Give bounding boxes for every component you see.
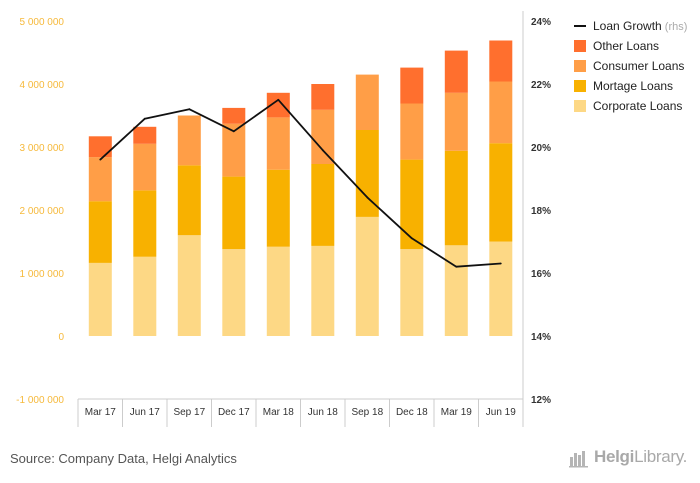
bar-other-loans-7: [400, 67, 424, 104]
legend-label-mortage-loans: Mortage Loans: [593, 79, 673, 93]
y-tick-label: 3 000 000: [20, 143, 65, 154]
library-logo-icon: [569, 451, 588, 468]
bar-corporate-loans-8: [444, 245, 468, 336]
y2-tick-label: 20%: [531, 143, 551, 154]
y2-tick-label: 14%: [531, 332, 551, 343]
y-tick-label: 4 000 000: [20, 80, 65, 91]
bar-corporate-loans-5: [311, 245, 335, 336]
bar-mortage-loans-7: [400, 159, 424, 250]
loan-growth-point-8: [455, 265, 458, 268]
legend-label-other-loans: Other Loans: [593, 39, 659, 53]
bar-mortage-loans-3: [222, 176, 246, 250]
bar-corporate-loans-0: [88, 262, 112, 336]
legend-swatch-consumer-loans: [574, 60, 586, 72]
loan-growth-point-5: [321, 149, 324, 152]
bar-mortage-loans-9: [489, 143, 513, 242]
logo-text-secondary: Library.: [634, 447, 688, 466]
loan-growth-point-4: [277, 98, 280, 101]
bar-mortage-loans-2: [177, 165, 201, 236]
loan-structure-chart: 5 000 000 4 000 000 3 000 000 2 000 000 1 00…: [16, 11, 687, 427]
y2-tick-label: 22%: [531, 80, 551, 91]
bar-mortage-loans-1: [133, 190, 157, 257]
bar-other-loans-1: [133, 126, 157, 144]
bar-mortage-loans-8: [444, 150, 468, 246]
bar-mortage-loans-0: [88, 201, 112, 263]
legend: Loan Growth (rhs) Other Loans Consumer Loa…: [574, 19, 687, 113]
bar-consumer-loans-9: [489, 81, 513, 144]
bar-corporate-loans-9: [489, 241, 513, 336]
x-tick-label: Mar 18: [263, 407, 295, 418]
bar-mortage-loans-6: [355, 130, 379, 217]
legend-swatch-mortage-loans: [574, 80, 586, 92]
source-note: Source: Company Data, Helgi Analytics: [10, 451, 237, 466]
axes-layer: 5 000 000 4 000 000 3 000 000 2 000 000 1 00…: [16, 11, 551, 427]
bar-corporate-loans-7: [400, 249, 424, 336]
logo-text-primary: Helgi: [594, 447, 635, 466]
bar-corporate-loans-4: [266, 246, 290, 336]
bar-consumer-loans-1: [133, 143, 157, 191]
loan-growth-line: [99, 98, 501, 268]
x-tick-label: Mar 19: [441, 407, 473, 418]
bar-corporate-loans-3: [222, 249, 246, 336]
y2-tick-label: 12%: [531, 395, 551, 406]
bar-corporate-loans-1: [133, 256, 157, 336]
bar-corporate-loans-6: [355, 216, 379, 336]
y-tick-label: 2 000 000: [20, 206, 65, 217]
loan-growth-point-7: [410, 237, 413, 240]
x-tick-label: Jun 19: [486, 407, 516, 418]
legend-swatch-corporate-loans: [574, 100, 586, 112]
bars-layer: [88, 40, 513, 336]
loan-growth-point-9: [499, 262, 502, 265]
bar-other-loans-9: [489, 40, 513, 82]
bar-other-loans-8: [444, 50, 468, 93]
x-tick-label: Dec 17: [218, 407, 250, 418]
y2-tick-label: 16%: [531, 269, 551, 280]
line-layer: [99, 98, 502, 268]
legend-label-suffix: (rhs): [662, 21, 688, 33]
x-tick-label: Jun 17: [130, 407, 160, 418]
legend-label-corporate-loans: Corporate Loans: [593, 99, 682, 113]
bar-consumer-loans-4: [266, 117, 290, 170]
y-tick-label: 5 000 000: [20, 17, 65, 28]
bar-other-loans-5: [311, 84, 335, 110]
bar-corporate-loans-2: [177, 235, 201, 336]
y-tick-label: -1 000 000: [16, 395, 64, 406]
x-tick-label: Sep 17: [173, 407, 205, 418]
bar-mortage-loans-5: [311, 164, 335, 246]
legend-label-consumer-loans: Consumer Loans: [593, 59, 684, 73]
bar-mortage-loans-4: [266, 169, 290, 247]
loan-growth-point-6: [366, 196, 369, 199]
loan-growth-point-3: [232, 130, 235, 133]
bar-consumer-loans-3: [222, 123, 246, 177]
x-tick-label: Sep 18: [351, 407, 383, 418]
bar-consumer-loans-8: [444, 92, 468, 151]
y-tick-label: 0: [58, 332, 64, 343]
x-tick-label: Mar 17: [85, 407, 117, 418]
loan-growth-point-0: [99, 158, 102, 161]
legend-label-loan-growth: Loan Growth (rhs): [593, 19, 687, 33]
loan-growth-point-2: [188, 108, 191, 111]
y-tick-label: 1 000 000: [20, 269, 65, 280]
bar-other-loans-4: [266, 92, 290, 118]
bar-other-loans-0: [88, 136, 112, 158]
y2-tick-label: 24%: [531, 17, 551, 28]
bar-consumer-loans-5: [311, 109, 335, 164]
legend-swatch-other-loans: [574, 40, 586, 52]
helgi-library-logo: Helgi Library.: [568, 446, 687, 468]
bar-consumer-loans-0: [88, 157, 112, 202]
y2-tick-label: 18%: [531, 206, 551, 217]
bar-consumer-loans-2: [177, 115, 201, 166]
x-tick-label: Dec 18: [396, 407, 428, 418]
bar-consumer-loans-7: [400, 103, 424, 160]
loan-growth-point-1: [143, 117, 146, 120]
bar-other-loans-3: [222, 107, 246, 124]
bar-consumer-loans-6: [355, 74, 379, 130]
x-tick-label: Jun 18: [308, 407, 338, 418]
